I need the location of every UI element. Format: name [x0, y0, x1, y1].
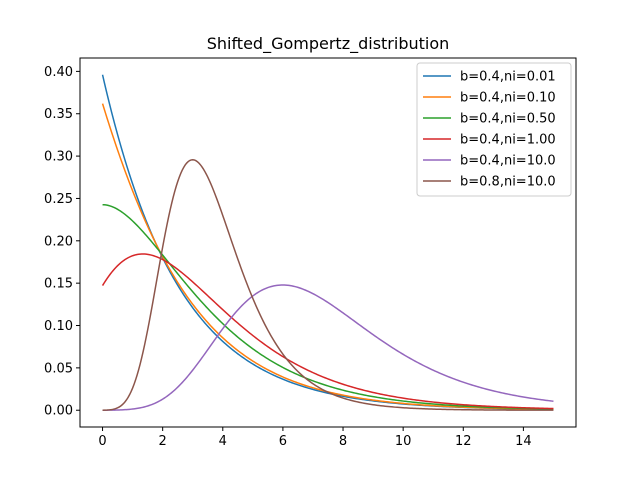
x-tick-label: 2: [159, 434, 167, 449]
legend-label: b=0.8,ni=10.0: [460, 175, 556, 190]
series-line-3: [102, 203, 554, 410]
x-tick-label: 12: [455, 434, 472, 449]
x-tick-label: 14: [515, 434, 532, 449]
y-tick-label: 0.40: [44, 65, 73, 80]
series-line-5: [102, 284, 554, 411]
y-tick-label: 0.10: [44, 319, 73, 334]
legend: b=0.4,ni=0.01 b=0.4,ni=0.10 b=0.4,ni=0.50 b…: [416, 62, 572, 197]
chart-title: Shifted_Gompertz_distribution: [207, 34, 450, 54]
x-tick-label: 10: [395, 434, 412, 449]
y-tick-label: 0.20: [44, 234, 73, 249]
y-tick-label: 0.05: [44, 361, 73, 376]
y-axis: 0.00 0.05 0.10 0.15 0.20 0.25 0.30 0.35 0.40: [44, 65, 80, 419]
y-tick-label: 0.25: [44, 192, 73, 207]
x-tick-label: 4: [219, 434, 227, 449]
x-axis: 0 2 4 6 8 10 12 14: [98, 427, 532, 449]
series-line-6: [102, 159, 554, 411]
legend-label: b=0.4,ni=0.10: [460, 91, 556, 106]
y-tick-label: 0.00: [44, 404, 73, 419]
axes-frame: [79, 57, 577, 428]
y-tick-label: 0.35: [44, 107, 73, 122]
legend-label: b=0.4,ni=1.00: [460, 133, 556, 148]
x-tick-label: 8: [339, 434, 347, 449]
y-tick-label: 0.15: [44, 277, 73, 292]
series-layer: [101, 74, 554, 411]
legend-box: [416, 62, 572, 197]
legend-label: b=0.4,ni=0.50: [460, 112, 556, 127]
legend-label: b=0.4,ni=0.01: [460, 70, 556, 85]
x-tick-label: 6: [279, 434, 287, 449]
plot-area: 0 2 4 6 8 10 12 14 0.00 0.05 0.10 0.15 0.20 0.25 0.30…: [44, 57, 577, 449]
series-line-4: [101, 253, 554, 410]
legend-label: b=0.4,ni=10.0: [460, 154, 556, 169]
x-tick-label: 0: [98, 434, 106, 449]
y-tick-label: 0.30: [44, 150, 73, 165]
